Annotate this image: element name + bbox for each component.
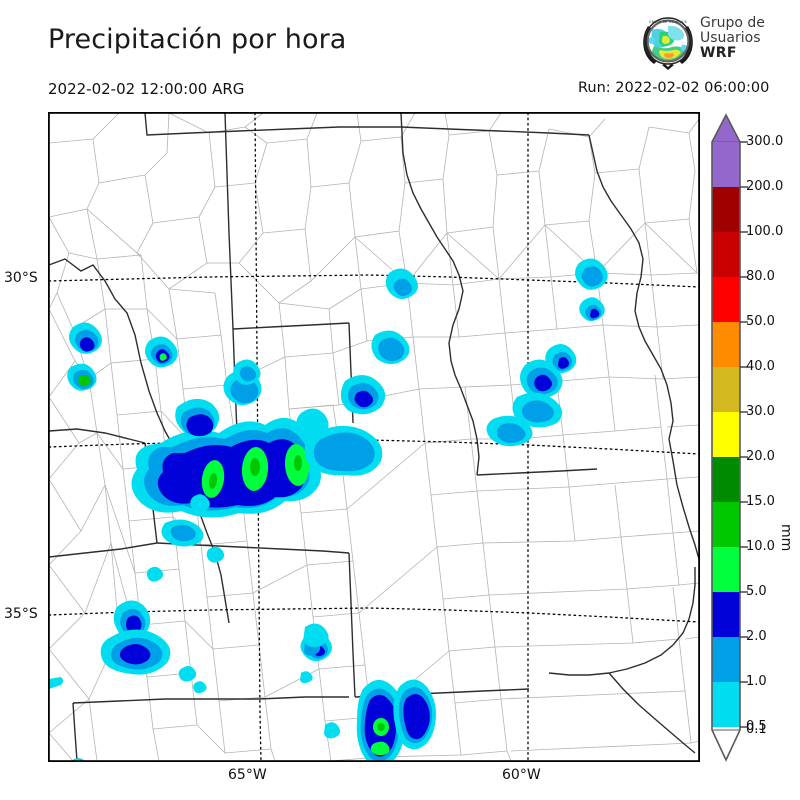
model-run-label: Run: 2022-02-02 06:00:00 xyxy=(578,80,770,96)
colorbar[interactable]: 300.0 200.0 100.0 80.0 50.0 40.0 30.0 20… xyxy=(706,112,800,762)
logo-text: Grupo de Usuarios WRF xyxy=(700,16,798,61)
colorbar-tick-40: 40.0 xyxy=(746,359,775,374)
colorbar-tick-5: 5.0 xyxy=(746,584,767,599)
lon-tick-65w: 65°W xyxy=(228,767,267,783)
colorbar-swatches xyxy=(711,113,748,762)
colorbar-tick-2: 2.0 xyxy=(746,629,767,644)
colorbar-tick-10: 10.0 xyxy=(746,539,775,554)
colorbar-tick-20: 20.0 xyxy=(746,449,775,464)
colorbar-tick-1: 1.0 xyxy=(746,674,767,689)
logo-line-2: Usuarios xyxy=(700,30,761,46)
logo-line-3: WRF xyxy=(700,45,737,61)
colorbar-tick-80: 80.0 xyxy=(746,269,775,284)
colorbar-tick-50: 50.0 xyxy=(746,314,775,329)
colorbar-tick-100: 100.0 xyxy=(746,224,784,239)
lat-tick-35s: 35°S xyxy=(4,606,38,622)
precipitation-map xyxy=(49,113,699,761)
colorbar-tick-300: 300.0 xyxy=(746,134,784,149)
colorbar-tick-0-1: 0.1 xyxy=(746,722,767,737)
colorbar-tick-30: 30.0 xyxy=(746,404,775,419)
logo-line-1: Grupo de xyxy=(700,15,765,31)
lon-tick-60w: 60°W xyxy=(502,767,541,783)
colorbar-unit-label: mm xyxy=(778,524,794,552)
valid-time-label: 2022-02-02 12:00:00 ARG xyxy=(48,80,245,98)
wrf-globe-seal-icon: GRUPO DE USUARIOS xyxy=(643,17,693,70)
colorbar-tick-15: 15.0 xyxy=(746,494,775,509)
colorbar-tick-200: 200.0 xyxy=(746,179,784,194)
page-title: Precipitación por hora xyxy=(48,24,347,55)
lat-tick-30s: 30°S xyxy=(4,270,38,286)
logo: GRUPO DE USUARIOS Grupo de Usuarios WRF xyxy=(638,12,798,74)
precipitation-field xyxy=(49,258,608,761)
svg-text:GRUPO DE USUARIOS: GRUPO DE USUARIOS xyxy=(649,20,687,24)
colorbar-tick-0-5: 0.5 xyxy=(746,719,767,734)
map-plot-area[interactable] xyxy=(48,112,700,762)
